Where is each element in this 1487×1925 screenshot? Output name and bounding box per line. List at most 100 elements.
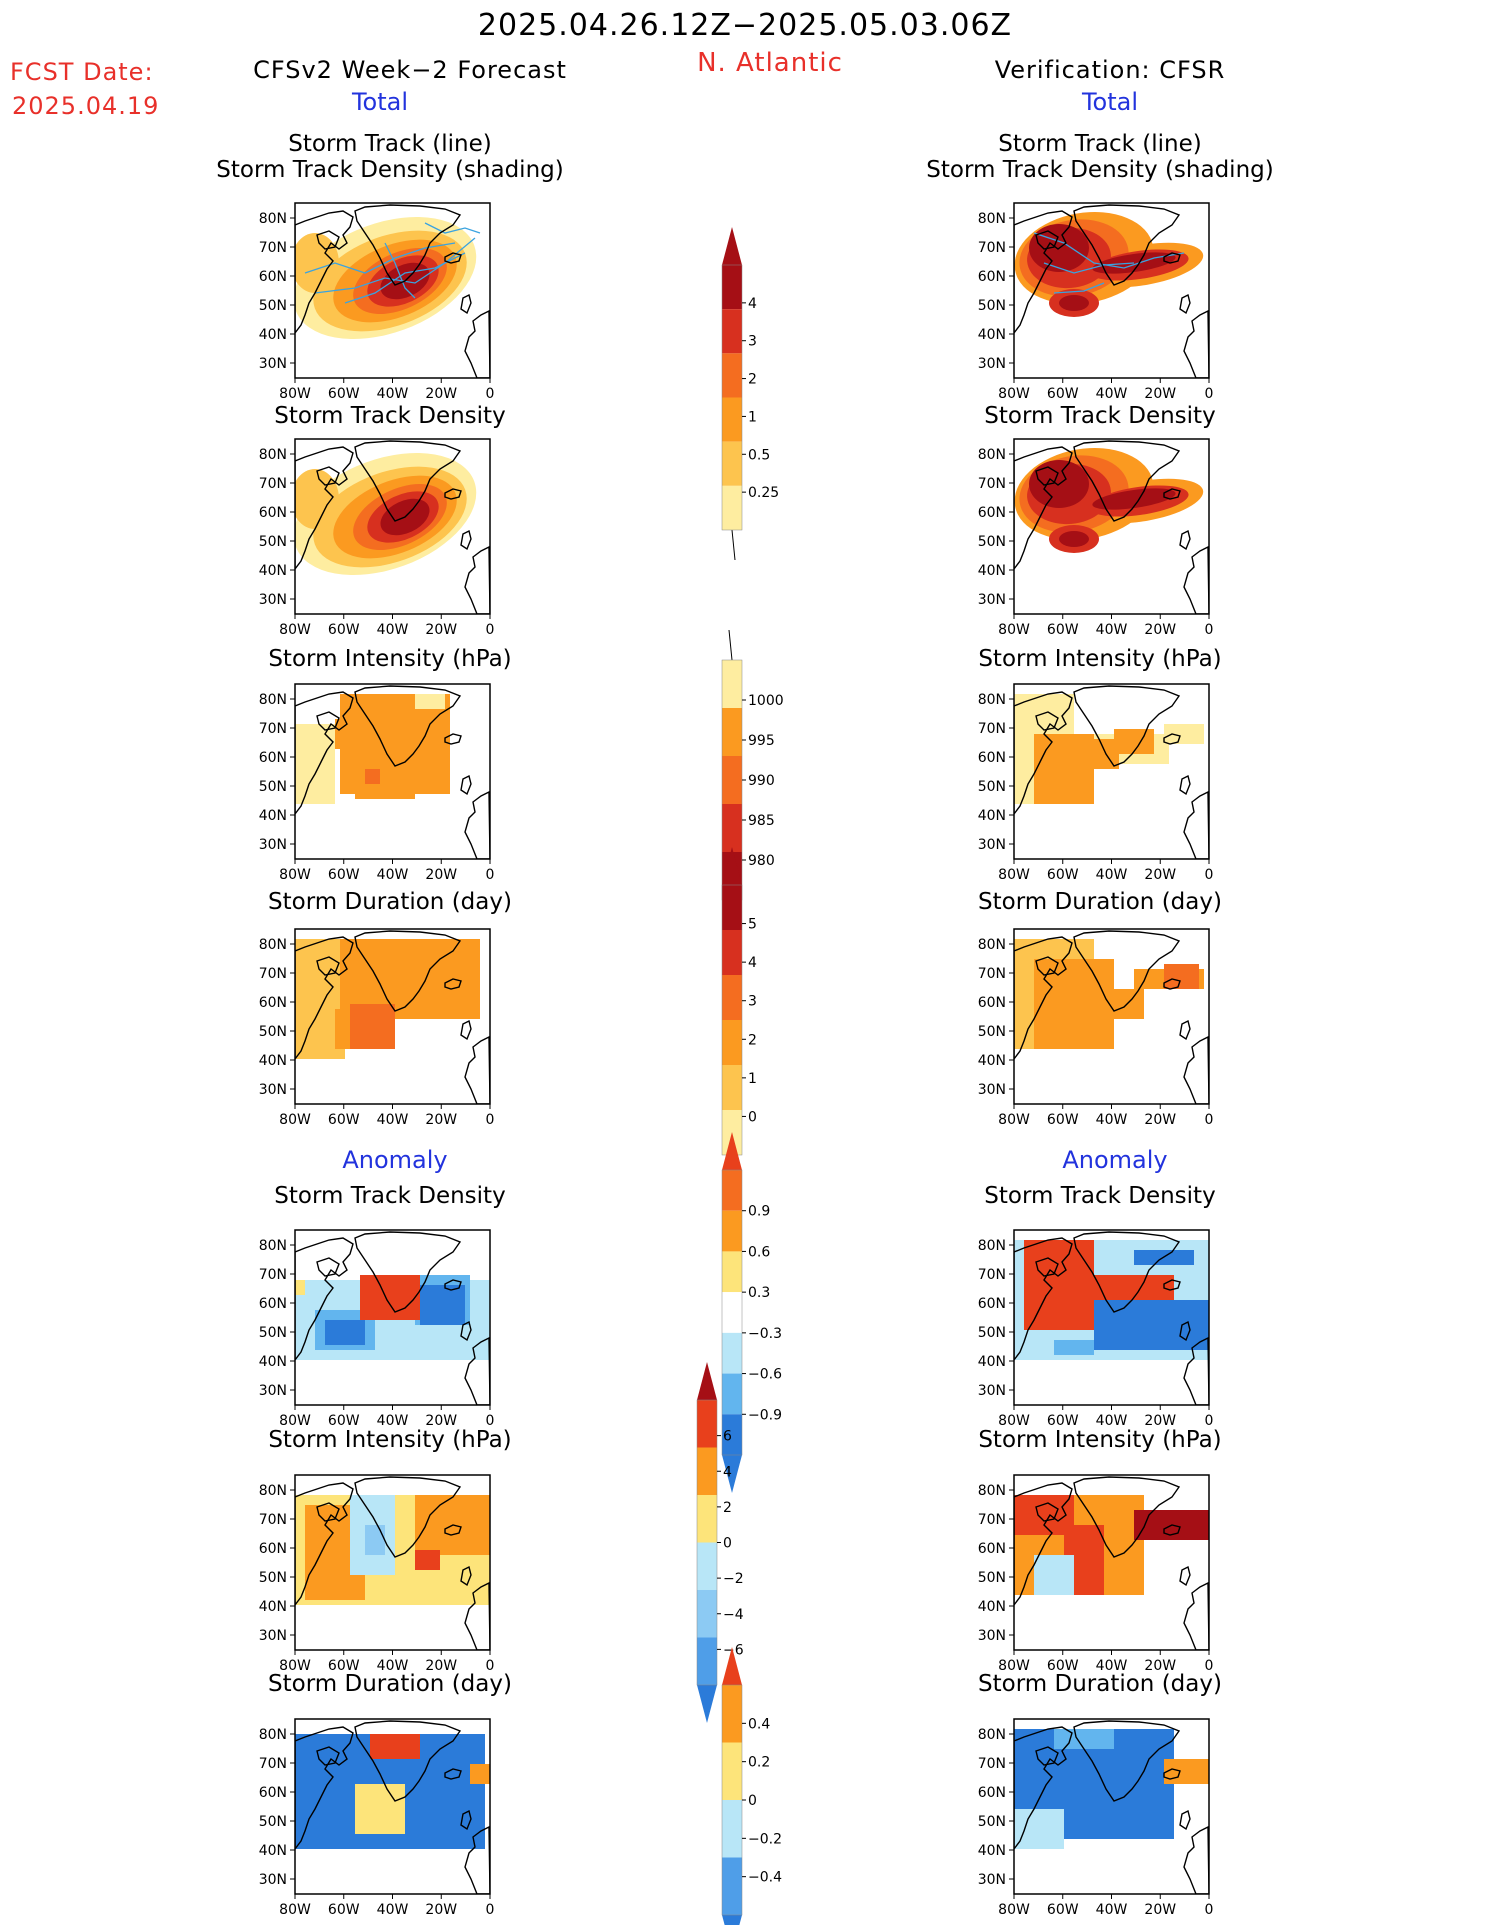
panel-title-track-line-verif: Storm Track (line) (998, 131, 1202, 157)
lon-tick-label: 40W (1096, 386, 1128, 402)
lon-tick-label: 20W (425, 1902, 457, 1918)
lon-tick-label: 0 (1205, 1413, 1214, 1429)
map-panel-duration-verification: 80N 70N 60N 50N 40N 30N 80W 60W 40W 20W 0 (978, 928, 1213, 1128)
lat-tick-label: 40N (259, 1354, 287, 1370)
lon-tick-label: 0 (486, 1112, 495, 1128)
colorbar-label: 985 (748, 813, 775, 829)
lat-tick-label: 60N (978, 995, 1006, 1011)
lon-tick-label: 80W (998, 386, 1030, 402)
lon-tick-label: 0 (486, 1902, 495, 1918)
colorbar-label: 2 (723, 1500, 732, 1516)
lat-tick-label: 40N (978, 1843, 1006, 1859)
colorbar-label: 2 (748, 372, 757, 388)
lon-tick-label: 60W (1047, 1413, 1079, 1429)
lon-tick-label: 60W (328, 1902, 360, 1918)
lat-tick-label: 50N (259, 779, 287, 795)
lat-tick-label: 80N (259, 211, 287, 227)
map-panel-duration-forecast: 80N 70N 60N 50N 40N 30N 80W 60W 40W 20W 0 (259, 928, 495, 1128)
lon-tick-label: 20W (425, 1658, 457, 1674)
colorbar-label: −0.3 (748, 1326, 782, 1342)
lat-tick-label: 40N (978, 1053, 1006, 1069)
panel-title-duration-verif: Storm Duration (day) (978, 889, 1222, 915)
colorbar-label: −0.4 (748, 1870, 782, 1886)
lon-tick-label: 60W (328, 1658, 360, 1674)
lat-tick-label: 80N (259, 1238, 287, 1254)
lon-tick-label: 0 (1205, 1658, 1214, 1674)
colorbar-duration: 5 4 3 2 1 0 (721, 847, 757, 1186)
lon-tick-label: 60W (328, 1112, 360, 1128)
lon-tick-label: 80W (998, 1658, 1030, 1674)
forecast-anomaly-label: Anomaly (342, 1146, 448, 1174)
colorbar-label: 0.5 (748, 447, 770, 463)
lon-tick-label: 0 (1205, 622, 1214, 638)
map-panel-intensity-verification: 80N 70N 60N 50N 40N 30N 80W 60W 40W 20W 0 (978, 683, 1214, 883)
lat-tick-label: 40N (259, 563, 287, 579)
lat-tick-label: 30N (978, 837, 1006, 853)
lon-tick-label: 60W (328, 867, 360, 883)
panel-title-anom-intensity-verif: Storm Intensity (hPa) (978, 1427, 1222, 1453)
lon-tick-label: 40W (377, 1658, 409, 1674)
lon-tick-label: 0 (1205, 867, 1214, 883)
lat-tick-label: 60N (978, 505, 1006, 521)
lon-tick-label: 40W (1096, 622, 1128, 638)
lat-tick-label: 40N (978, 563, 1006, 579)
lat-tick-label: 70N (978, 966, 1006, 982)
lat-tick-label: 60N (259, 1296, 287, 1312)
region-title: N. Atlantic (697, 48, 843, 78)
lat-tick-label: 30N (978, 1383, 1006, 1399)
lat-tick-label: 50N (259, 534, 287, 550)
lon-tick-label: 0 (486, 386, 495, 402)
lat-tick-label: 30N (259, 592, 287, 608)
lon-tick-label: 80W (998, 622, 1030, 638)
lon-tick-label: 80W (279, 622, 311, 638)
lat-tick-label: 40N (978, 1354, 1006, 1370)
lon-tick-label: 20W (425, 1413, 457, 1429)
lon-tick-label: 60W (1047, 1658, 1079, 1674)
lat-tick-label: 30N (259, 1082, 287, 1098)
lat-tick-label: 50N (259, 1325, 287, 1341)
lat-tick-label: 30N (259, 356, 287, 372)
lon-tick-label: 40W (377, 622, 409, 638)
map-panel-adens-verification: 80N 70N 60N 50N 40N 30N 80W 60W 40W 20W 0 (978, 1229, 1214, 1429)
date-range-title: 2025.04.26.12Z−2025.05.03.06Z (477, 8, 1013, 43)
colorbar-label: 0.3 (748, 1285, 770, 1301)
lat-tick-label: 30N (978, 1082, 1006, 1098)
lat-tick-label: 30N (978, 356, 1006, 372)
lon-tick-label: 80W (998, 1902, 1030, 1918)
lat-tick-label: 60N (259, 1541, 287, 1557)
lon-tick-label: 20W (1144, 622, 1176, 638)
map-panel-adur-verification: 80N 70N 60N 50N 40N 30N 80W 60W 40W 20W 0 (978, 1718, 1213, 1918)
lat-tick-label: 50N (259, 1024, 287, 1040)
lon-tick-label: 80W (279, 867, 311, 883)
lon-tick-label: 0 (486, 1413, 495, 1429)
colorbar-label: 4 (723, 1464, 732, 1480)
lon-tick-label: 60W (1047, 386, 1079, 402)
lon-tick-label: 0 (486, 622, 495, 638)
lon-tick-label: 40W (1096, 1112, 1128, 1128)
lon-tick-label: 40W (377, 386, 409, 402)
colorbar-label: 980 (748, 853, 775, 869)
lat-tick-label: 70N (978, 1267, 1006, 1283)
panel-title-anom-duration-verif: Storm Duration (day) (978, 1671, 1222, 1697)
lat-tick-label: 40N (978, 327, 1006, 343)
lon-tick-label: 20W (1144, 386, 1176, 402)
map-panel-adens-forecast: 80N 70N 60N 50N 40N 30N 80W 60W 40W 20W 0 (259, 1229, 495, 1429)
panel-title-track-shading: Storm Track Density (shading) (216, 157, 564, 183)
panel-title-density: Storm Track Density (274, 403, 506, 429)
lat-tick-label: 50N (259, 1814, 287, 1830)
verification-total-label: Total (1081, 88, 1139, 116)
lat-tick-label: 70N (978, 240, 1006, 256)
colorbar-label: 4 (748, 955, 757, 971)
colorbar-label: −4 (723, 1607, 744, 1623)
colorbar-label: 0.25 (748, 485, 779, 501)
lat-tick-label: 70N (978, 1512, 1006, 1528)
lat-tick-label: 50N (259, 298, 287, 314)
lat-tick-label: 30N (259, 1383, 287, 1399)
map-panel-intensity-forecast: 80N 70N 60N 50N 40N 30N 80W 60W 40W 20W 0 (259, 683, 494, 883)
lon-tick-label: 40W (1096, 1902, 1128, 1918)
lon-tick-label: 20W (425, 622, 457, 638)
lon-tick-label: 40W (1096, 867, 1128, 883)
panel-title-intensity: Storm Intensity (hPa) (268, 646, 512, 672)
lat-tick-label: 30N (978, 1628, 1006, 1644)
lat-tick-label: 80N (978, 1727, 1006, 1743)
